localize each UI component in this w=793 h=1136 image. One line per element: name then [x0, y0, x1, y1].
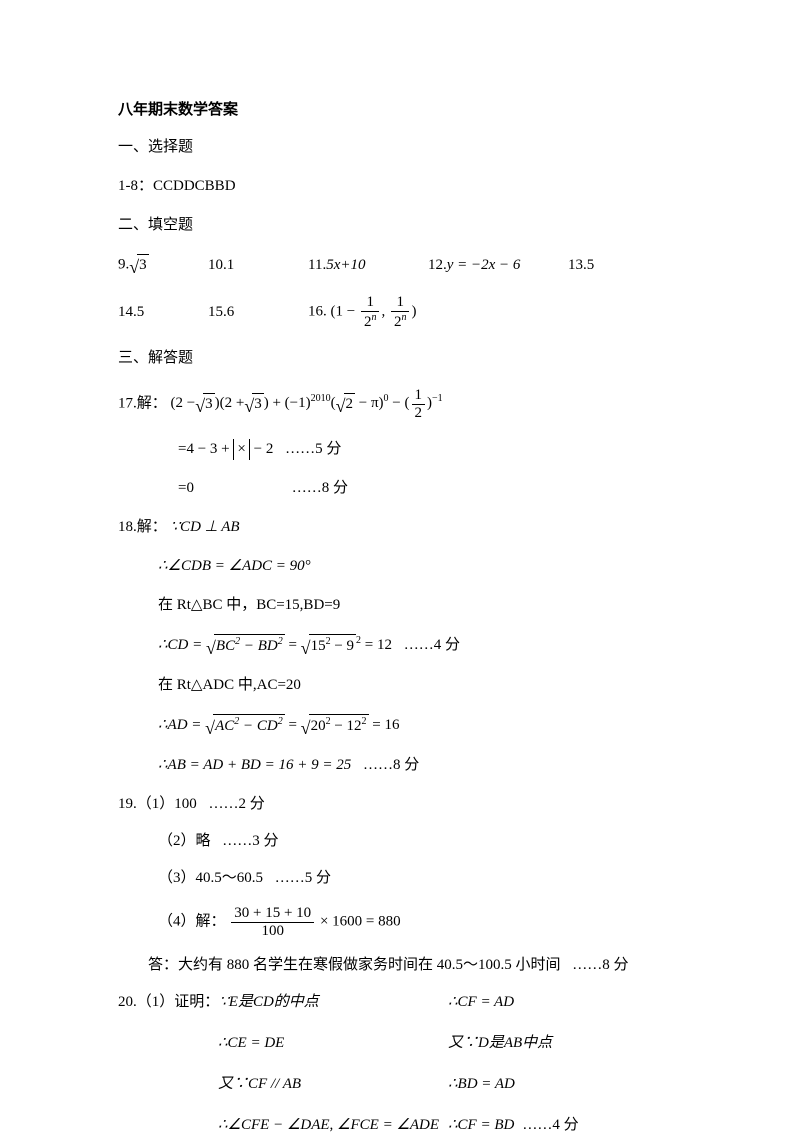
- q16: 16. (1 − 1 2n , 1 2n ): [308, 294, 416, 330]
- q10: 10.1: [208, 255, 308, 276]
- q19-answer: 答：大约有 880 名学生在寒假做家务时间在 40.5～100.5 小时间 ………: [118, 955, 683, 976]
- q18-l3: 在 Rt△BC 中，BC=15,BD=9: [118, 595, 683, 616]
- q16-label: 16.: [308, 303, 327, 319]
- section-2: 二、填空题 9.√3 10.1 11.5x+10 12.y = −2x − 6 …: [118, 215, 683, 330]
- q17-score8: ……8 分: [292, 480, 348, 496]
- q16-post: ): [411, 303, 416, 319]
- section-1: 一、选择题 1-8：CCDDCBBD: [118, 137, 683, 197]
- q13-label: 13.: [568, 257, 587, 273]
- q17-score5: ……5 分: [285, 441, 341, 457]
- q17-line2: =4 − 3 + × − 2 ……5 分: [118, 439, 683, 460]
- q18-l4: ∴CD = √BC2 − BD2 = √152 − 92 = 12 ……4 分: [118, 634, 683, 657]
- q18-score8: ……8 分: [363, 757, 419, 773]
- q11-label: 11.: [308, 257, 326, 273]
- q17: 17.解： (2 −√3)(2 +√3) + (−1)2010(√2 − π)0…: [118, 387, 683, 421]
- q1-8-label: 1-8：: [118, 178, 153, 194]
- q17-label: 17.解：: [118, 395, 167, 411]
- q9-label: 9.: [118, 256, 129, 272]
- q20-l4: ∴∠CFE − ∠DAE, ∠FCE = ∠ADE ∴CF = BD……4 分: [118, 1115, 683, 1136]
- q16-frac2: 1 2n: [391, 294, 410, 330]
- q20-l2: ∴CE = DE 又∵D是AB中点: [118, 1033, 683, 1054]
- q15-label: 15.: [208, 304, 227, 320]
- q18-l5: 在 Rt△ADC 中,AC=20: [118, 675, 683, 696]
- q14: 14.5: [118, 302, 208, 323]
- section-2-heading: 二、填空题: [118, 215, 683, 236]
- q19-p4: （4）解： 30 + 15 + 10100 × 1600 = 880: [118, 905, 683, 939]
- q11-val: 5x+10: [326, 257, 365, 273]
- q16-mid: ,: [381, 303, 385, 319]
- q16-frac1: 1 2n: [361, 294, 380, 330]
- q13-val: 5: [587, 257, 595, 273]
- q20-l1: 20.（1）证明：∵E是CD的中点 ∴CF = AD: [118, 992, 683, 1013]
- row-9-13: 9.√3 10.1 11.5x+10 12.y = −2x − 6 13.5: [118, 254, 683, 276]
- q14-label: 14.: [118, 304, 137, 320]
- q18-score4: ……4 分: [404, 637, 460, 653]
- q10-val: 1: [227, 257, 235, 273]
- q12: 12.y = −2x − 6: [428, 255, 568, 276]
- q12-val: y = −2x − 6: [447, 257, 521, 273]
- q18-label: 18.解：: [118, 519, 167, 535]
- row-14-16: 14.5 15.6 16. (1 − 1 2n , 1 2n ): [118, 294, 683, 330]
- q10-label: 10.: [208, 257, 227, 273]
- q13: 13.5: [568, 255, 594, 276]
- q20-l3: 又∵CF // AB ∴BD = AD: [118, 1074, 683, 1095]
- section-3-heading: 三、解答题: [118, 348, 683, 369]
- q14-val: 5: [137, 304, 145, 320]
- q15: 15.6: [208, 302, 308, 323]
- page-title: 八年期末数学答案: [118, 100, 683, 121]
- q15-val: 6: [227, 304, 235, 320]
- q17-line3: =0 ……8 分: [118, 478, 683, 499]
- q19-p1: 19.（1）100 ……2 分: [118, 794, 683, 815]
- q18-l6: ∴AD = √AC2 − CD2 = √202 − 122 = 16: [118, 714, 683, 737]
- q1-8-answers: CCDDCBBD: [153, 178, 236, 194]
- q9-sqrt: √3: [129, 254, 148, 276]
- q16-pre: (1 −: [331, 303, 356, 319]
- q17-expr: (2 −√3)(2 +√3) + (−1)2010(√2 − π)0 − (12…: [171, 395, 443, 411]
- q18-l7: ∴AB = AD + BD = 16 + 9 = 25 ……8 分: [118, 755, 683, 776]
- q12-label: 12.: [428, 257, 447, 273]
- section-1-heading: 一、选择题: [118, 137, 683, 158]
- q1-8: 1-8：CCDDCBBD: [118, 176, 683, 197]
- q18-l1: ∵CD ⊥ AB: [171, 519, 240, 535]
- q9: 9.√3: [118, 254, 208, 276]
- q11: 11.5x+10: [308, 255, 428, 276]
- q18-l2: ∴∠CDB = ∠ADC = 90°: [118, 556, 683, 577]
- q18: 18.解： ∵CD ⊥ AB: [118, 517, 683, 538]
- q19-p3: （3）40.5～60.5 ……5 分: [118, 868, 683, 889]
- q19-p2: （2）略 ……3 分: [118, 831, 683, 852]
